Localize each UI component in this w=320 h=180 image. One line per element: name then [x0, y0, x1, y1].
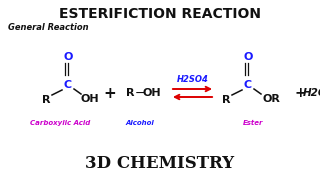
Text: +: + [104, 86, 116, 100]
Text: Carboxylic Acid: Carboxylic Acid [30, 120, 90, 126]
Text: O: O [243, 52, 253, 62]
Text: 3D CHEMISTRY: 3D CHEMISTRY [85, 154, 235, 172]
Text: Alcohol: Alcohol [126, 120, 154, 126]
Text: O: O [63, 52, 73, 62]
Text: R: R [126, 88, 134, 98]
Text: H2O: H2O [303, 88, 320, 98]
Text: C: C [64, 80, 72, 90]
Text: H2SO4: H2SO4 [177, 75, 208, 84]
Text: −: − [135, 87, 145, 100]
Text: OH: OH [81, 94, 99, 104]
Text: General Reaction: General Reaction [8, 24, 89, 33]
Text: ESTERIFICTION REACTION: ESTERIFICTION REACTION [59, 7, 261, 21]
Text: R: R [222, 95, 230, 105]
Text: Ester: Ester [243, 120, 263, 126]
Text: C: C [244, 80, 252, 90]
Text: +: + [294, 86, 306, 100]
Text: OR: OR [262, 94, 280, 104]
Text: R: R [42, 95, 50, 105]
Text: OH: OH [143, 88, 161, 98]
